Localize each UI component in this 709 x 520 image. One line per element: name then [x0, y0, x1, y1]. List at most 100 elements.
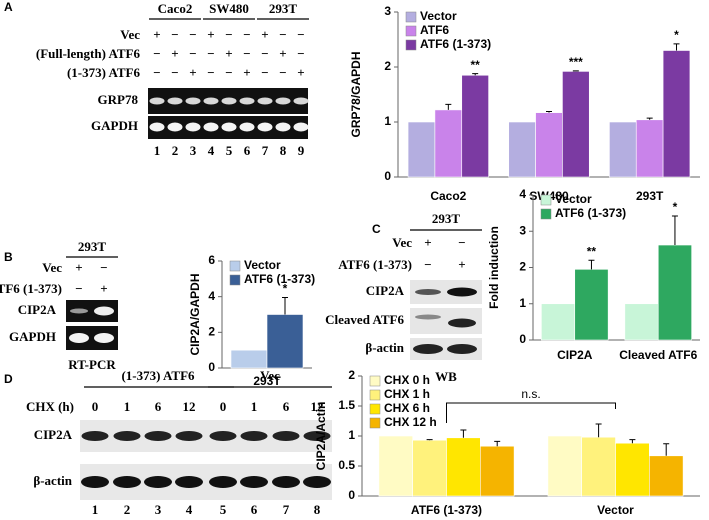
band [257, 122, 273, 132]
legend-label: ATF6 (1-373) [420, 37, 491, 51]
band [275, 122, 291, 132]
band [413, 344, 443, 354]
row-label: Vec [42, 260, 62, 275]
bar [624, 303, 659, 341]
bar [535, 112, 563, 178]
band [221, 122, 237, 132]
lane-number: 6 [244, 143, 251, 158]
bar [230, 349, 268, 369]
column-header: (1-373) ATF6 [121, 368, 195, 383]
x-tick-label: CIP2A [557, 348, 593, 362]
y-tick-label: 1 [384, 114, 391, 128]
error-bar [572, 70, 579, 72]
legend-label: Vector [420, 9, 457, 23]
band [293, 97, 309, 105]
lane-number: 7 [283, 502, 290, 517]
band [239, 122, 255, 132]
sign: − [297, 46, 304, 61]
sign: − [153, 65, 160, 80]
bar [434, 109, 463, 178]
sign: + [171, 46, 178, 61]
bar [446, 437, 481, 497]
band [167, 97, 183, 105]
legend-label: CHX 1 h [384, 387, 430, 401]
panel-label: D [4, 372, 13, 386]
sign: − [171, 65, 178, 80]
sign: − [171, 27, 178, 42]
bar [562, 71, 590, 178]
legend-swatch [405, 39, 417, 51]
sign: − [243, 46, 250, 61]
row-label: Vec [120, 27, 140, 42]
band [447, 287, 477, 297]
legend-label: ATF6 [420, 23, 449, 37]
sign: + [279, 46, 286, 61]
band [94, 306, 114, 316]
sign: − [207, 46, 214, 61]
bar [541, 303, 576, 341]
sign: − [458, 235, 465, 250]
legend-swatch [229, 260, 241, 272]
legend-label: Vector [244, 258, 281, 272]
y-tick-label: 2 [208, 325, 215, 339]
row-label: (Full-length) ATF6 [36, 46, 141, 61]
error-bar [595, 423, 602, 438]
band-label: GAPDH [91, 118, 138, 133]
annotation: n.s. [521, 387, 540, 401]
band [113, 431, 141, 441]
error-bar [671, 215, 678, 246]
y-tick-label: 3 [519, 223, 526, 237]
lane-number: 5 [220, 502, 227, 517]
sign: + [261, 27, 268, 42]
band [94, 333, 114, 343]
lane-number: 1 [154, 143, 161, 158]
y-tick-label: 4 [519, 187, 526, 201]
legend-label: CHX 12 h [384, 415, 437, 429]
x-tick-label: Cleaved ATF6 [619, 348, 697, 362]
error-bar [546, 111, 552, 113]
band [415, 289, 441, 295]
legend-label: Vector [555, 192, 592, 206]
time: 6 [155, 399, 162, 414]
band [167, 122, 183, 132]
sign: + [207, 27, 214, 42]
legend-swatch [369, 389, 381, 401]
sign: − [261, 46, 268, 61]
time: 6 [283, 399, 290, 414]
sign: − [100, 260, 107, 275]
band [272, 431, 300, 441]
bar [581, 436, 616, 497]
row-label: Vec [392, 235, 412, 250]
lane-number: 9 [298, 143, 305, 158]
error-bar [494, 440, 501, 447]
column-header: 293T [432, 211, 461, 226]
bar [461, 74, 489, 178]
sign: − [279, 27, 286, 42]
y-tick-label: 0.5 [338, 458, 355, 472]
sign: + [458, 257, 465, 272]
lane-number: 2 [124, 502, 131, 517]
sign: + [153, 27, 160, 42]
bar [479, 445, 515, 497]
bar [574, 269, 609, 341]
legend-swatch [369, 417, 381, 429]
band [209, 476, 237, 488]
x-tick-label: Caco2 [430, 189, 466, 203]
x-tick-label: ATF6 (1-373) [411, 503, 482, 517]
band [275, 97, 291, 105]
x-tick-label: 293T [636, 189, 664, 203]
time: 1 [251, 399, 258, 414]
sign: + [100, 281, 107, 296]
x-tick-label: Vector [597, 503, 634, 517]
y-axis-label: CIP2A/Actin [314, 402, 328, 471]
bracket [446, 402, 616, 423]
y-tick-label: 4 [208, 289, 215, 303]
y-axis-label: CIP2A/GAPDH [188, 273, 202, 355]
bar [412, 439, 447, 497]
band [185, 122, 201, 132]
blot [410, 338, 482, 360]
y-tick-label: 0 [519, 332, 526, 346]
band [69, 333, 89, 343]
y-tick-label: 2 [384, 59, 391, 73]
error-bar [629, 439, 636, 444]
